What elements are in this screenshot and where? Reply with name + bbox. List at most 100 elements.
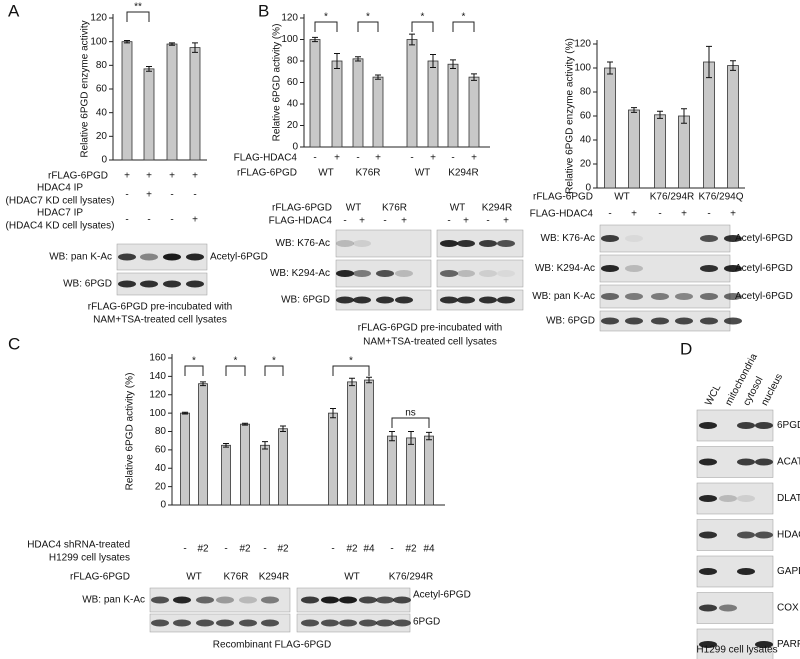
y-tick-label: 120: [90, 13, 107, 24]
error-bar: [389, 431, 395, 442]
row-cell: WT: [318, 168, 334, 179]
band: [724, 265, 742, 272]
y-tick-label: 0: [101, 155, 107, 166]
row-label: FLAG-HDAC4: [234, 153, 298, 164]
y-tick-label: 120: [149, 389, 166, 400]
y-tick-label: 80: [287, 56, 299, 67]
row-label: rFLAG-6PGD: [533, 192, 593, 203]
row-cell: -: [608, 209, 611, 220]
error-bar: [223, 442, 229, 448]
row-cell: +: [730, 209, 736, 220]
error-bar: [409, 33, 415, 46]
band: [440, 296, 458, 304]
error-bar: [182, 411, 188, 415]
band: [601, 235, 619, 242]
error-bar: [349, 377, 355, 387]
band: [239, 619, 257, 627]
row-cell: -: [147, 215, 150, 226]
error-bar: [607, 61, 613, 75]
blot-label: ACAT2: [777, 457, 800, 468]
band: [393, 596, 411, 604]
row-cell: +: [334, 153, 340, 164]
band: [737, 422, 755, 429]
band: [140, 280, 158, 288]
y-tick-label: 40: [155, 463, 167, 474]
row-cell: -: [486, 216, 489, 227]
significance-label: **: [134, 2, 142, 13]
band: [497, 296, 515, 304]
bar: [727, 65, 739, 189]
band: [699, 495, 717, 502]
caption: H1299 cell lysates: [696, 645, 777, 656]
row-cell: WT: [344, 572, 360, 583]
band: [196, 619, 214, 627]
row-cell: WT: [614, 192, 630, 203]
bar: [372, 76, 384, 148]
blot-label: PARP: [777, 639, 800, 650]
lane-label: WCL: [703, 382, 723, 407]
bar: [180, 412, 190, 506]
y-tick-label: 120: [574, 39, 591, 50]
band: [651, 293, 669, 300]
significance-label: *: [192, 356, 196, 367]
band: [497, 240, 515, 247]
band: [173, 596, 191, 604]
band: [321, 596, 339, 604]
row-label: rFLAG-6PGD: [48, 171, 108, 182]
y-tick-label: 140: [149, 371, 166, 382]
y-axis-label: Relative 6PGD enzyme activity: [80, 20, 91, 157]
significance-bracket: [184, 365, 204, 376]
error-bar: [426, 431, 432, 441]
band: [479, 270, 497, 277]
row-cell: #4: [363, 544, 375, 555]
y-axis-label: Relative 6PGD enzyme activity (%): [565, 38, 576, 194]
row-cell: -: [356, 153, 359, 164]
bar: [447, 63, 459, 148]
error-bar: [450, 59, 456, 70]
row-cell: +: [192, 171, 198, 182]
blot-label: WB: pan K-Ac: [82, 595, 145, 606]
error-bar: [471, 73, 477, 81]
row-cell: #2: [405, 544, 417, 555]
band: [700, 317, 718, 325]
error-bar: [657, 110, 663, 119]
row-cell: -: [451, 153, 454, 164]
band: [719, 604, 737, 612]
y-tick-label: 40: [287, 99, 299, 110]
y-tick-label: 60: [96, 84, 108, 95]
error-bar: [730, 60, 736, 71]
y-tick-label: 20: [580, 159, 592, 170]
band: [336, 270, 354, 277]
y-tick-label: 60: [580, 111, 592, 122]
band: [601, 265, 619, 272]
caption: NAM+TSA-treated cell lysates: [93, 315, 227, 326]
significance-bracket: [225, 365, 246, 376]
row-label: rFLAG-6PGD: [70, 572, 130, 583]
band-label: 6PGD: [413, 617, 440, 628]
bar: [364, 379, 374, 506]
band: [625, 265, 643, 272]
significance-bracket: [357, 21, 379, 32]
band: [625, 293, 643, 300]
error-bar: [355, 56, 361, 62]
band: [699, 458, 717, 466]
band: [675, 317, 693, 325]
bar: [427, 60, 439, 148]
significance-label: *: [272, 356, 276, 367]
band: [457, 270, 475, 277]
y-tick-label: 20: [155, 481, 167, 492]
band: [151, 596, 169, 604]
row-cell: #2: [197, 544, 209, 555]
blot-label: GAPDH: [777, 566, 800, 577]
bar: [240, 423, 250, 506]
bar: [703, 61, 715, 189]
y-tick-label: 80: [96, 60, 108, 71]
panel-label: A: [8, 1, 20, 20]
row-sublabel: (HDAC4 KD cell lysates): [6, 221, 115, 232]
band: [239, 596, 257, 604]
significance-label: *: [234, 356, 238, 367]
band: [601, 293, 619, 300]
band: [699, 568, 717, 575]
band: [196, 596, 214, 604]
band: [457, 296, 475, 304]
